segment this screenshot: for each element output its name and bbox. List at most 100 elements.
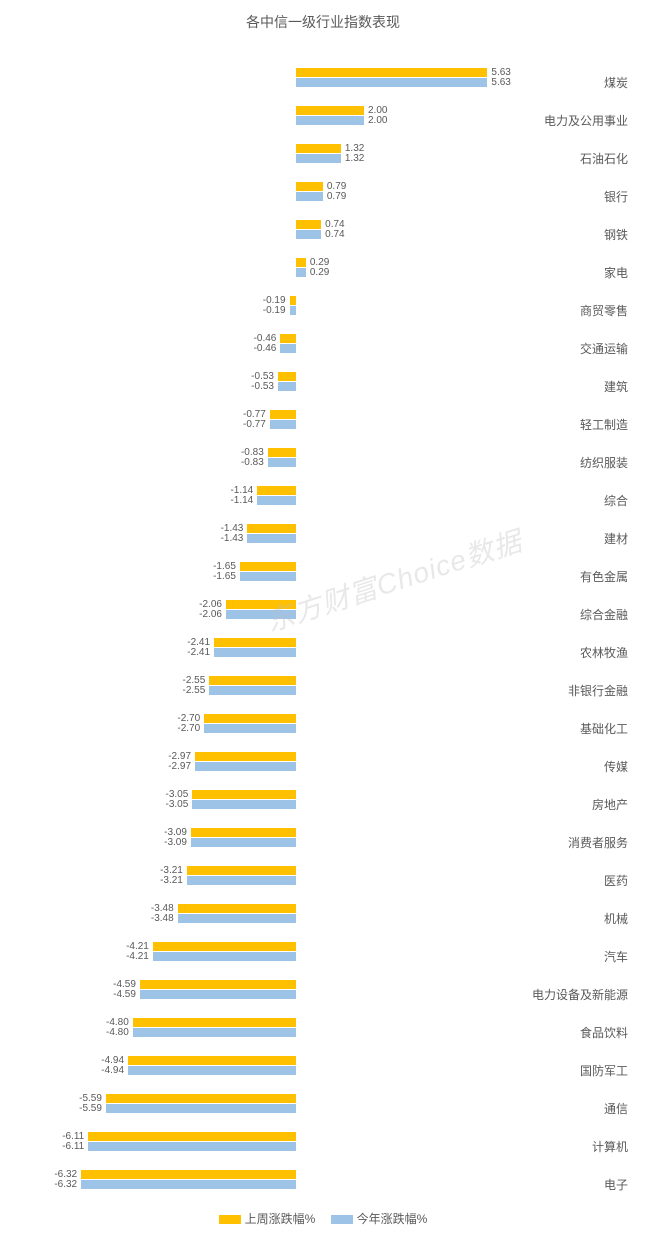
bar-series2 bbox=[296, 154, 341, 163]
bar-series1 bbox=[178, 904, 296, 913]
category-label: 房地产 bbox=[592, 796, 628, 813]
category-label: 电力设备及新能源 bbox=[532, 986, 628, 1003]
bar-series2 bbox=[153, 952, 296, 961]
value-label-series2: -0.83 bbox=[241, 457, 264, 468]
bar-series1 bbox=[140, 980, 296, 989]
bar-series2 bbox=[81, 1180, 296, 1189]
legend-swatch-series2 bbox=[331, 1215, 353, 1224]
bar-series2 bbox=[133, 1028, 296, 1037]
bar-series2 bbox=[226, 610, 296, 619]
category-label: 机械 bbox=[604, 910, 628, 927]
value-label-series2: -4.21 bbox=[126, 951, 149, 962]
bar-series2 bbox=[296, 268, 306, 277]
bar-series2 bbox=[296, 230, 321, 239]
value-label-series2: -2.97 bbox=[168, 761, 191, 772]
bar-series2 bbox=[191, 838, 296, 847]
value-label-series2: 0.29 bbox=[310, 267, 329, 278]
category-label: 银行 bbox=[604, 188, 628, 205]
bar-series2 bbox=[240, 572, 296, 581]
value-label-series2: -0.77 bbox=[243, 419, 266, 430]
bar-series1 bbox=[240, 562, 296, 571]
value-label-series2: -0.19 bbox=[263, 305, 286, 316]
bar-series1 bbox=[209, 676, 296, 685]
bar-series2 bbox=[257, 496, 296, 505]
category-label: 食品饮料 bbox=[580, 1024, 628, 1041]
legend-item-series2: 今年涨跌幅% bbox=[331, 1210, 428, 1227]
bar-series2 bbox=[290, 306, 296, 315]
bar-series1 bbox=[128, 1056, 296, 1065]
value-label-series2: -3.21 bbox=[160, 875, 183, 886]
category-label: 汽车 bbox=[604, 948, 628, 965]
value-label-series2: -4.59 bbox=[113, 989, 136, 1000]
value-label-series2: 0.79 bbox=[327, 191, 346, 202]
value-label-series2: -5.59 bbox=[79, 1103, 102, 1114]
value-label-series2: -4.94 bbox=[101, 1065, 124, 1076]
legend-item-series1: 上周涨跌幅% bbox=[219, 1210, 316, 1227]
bar-series2 bbox=[296, 192, 323, 201]
value-label-series2: -2.55 bbox=[183, 685, 206, 696]
bar-series2 bbox=[204, 724, 296, 733]
bar-series1 bbox=[296, 68, 487, 77]
bar-series2 bbox=[106, 1104, 296, 1113]
bar-series1 bbox=[81, 1170, 296, 1179]
category-label: 有色金属 bbox=[580, 568, 628, 585]
chart-container: 各中信一级行业指数表现 煤炭5.635.63电力及公用事业2.002.00石油石… bbox=[0, 0, 646, 1235]
bar-series1 bbox=[270, 410, 296, 419]
value-label-series2: 5.63 bbox=[491, 77, 510, 88]
category-label: 石油石化 bbox=[580, 150, 628, 167]
bar-series2 bbox=[268, 458, 296, 467]
bar-series2 bbox=[280, 344, 296, 353]
bar-series1 bbox=[247, 524, 296, 533]
category-label: 医药 bbox=[604, 872, 628, 889]
category-label: 纺织服装 bbox=[580, 454, 628, 471]
bar-series1 bbox=[204, 714, 296, 723]
bar-series1 bbox=[187, 866, 296, 875]
bar-series2 bbox=[214, 648, 296, 657]
value-label-series2: -3.48 bbox=[151, 913, 174, 924]
bar-series1 bbox=[268, 448, 296, 457]
category-label: 基础化工 bbox=[580, 720, 628, 737]
value-label-series2: -2.41 bbox=[187, 647, 210, 658]
value-label-series2: -1.43 bbox=[221, 533, 244, 544]
category-label: 商贸零售 bbox=[580, 302, 628, 319]
category-label: 农林牧渔 bbox=[580, 644, 628, 661]
category-label: 通信 bbox=[604, 1100, 628, 1117]
value-label-series2: -0.53 bbox=[251, 381, 274, 392]
bar-series2 bbox=[140, 990, 296, 999]
value-label-series2: -3.05 bbox=[166, 799, 189, 810]
category-label: 电力及公用事业 bbox=[544, 112, 628, 129]
value-label-series2: -2.70 bbox=[177, 723, 200, 734]
chart-title: 各中信一级行业指数表现 bbox=[0, 0, 646, 40]
bar-series1 bbox=[296, 106, 364, 115]
category-label: 轻工制造 bbox=[580, 416, 628, 433]
category-label: 综合 bbox=[604, 492, 628, 509]
bar-series1 bbox=[290, 296, 296, 305]
bar-series1 bbox=[296, 220, 321, 229]
value-label-series2: -0.46 bbox=[254, 343, 277, 354]
legend-label-series1: 上周涨跌幅% bbox=[245, 1212, 316, 1226]
value-label-series2: -1.14 bbox=[230, 495, 253, 506]
bar-series1 bbox=[296, 144, 341, 153]
category-label: 传媒 bbox=[604, 758, 628, 775]
bar-series2 bbox=[278, 382, 296, 391]
legend: 上周涨跌幅% 今年涨跌幅% bbox=[0, 1210, 646, 1227]
plot-area: 煤炭5.635.63电力及公用事业2.002.00石油石化1.321.32银行0… bbox=[0, 40, 646, 1200]
legend-label-series2: 今年涨跌幅% bbox=[357, 1212, 428, 1226]
bar-series2 bbox=[128, 1066, 296, 1075]
category-label: 煤炭 bbox=[604, 74, 628, 91]
value-label-series2: 2.00 bbox=[368, 115, 387, 126]
bar-series2 bbox=[247, 534, 296, 543]
category-label: 消费者服务 bbox=[568, 834, 628, 851]
bar-series1 bbox=[191, 828, 296, 837]
bar-series1 bbox=[153, 942, 296, 951]
value-label-series2: -2.06 bbox=[199, 609, 222, 620]
bar-series1 bbox=[195, 752, 296, 761]
bar-series1 bbox=[296, 258, 306, 267]
bar-series2 bbox=[88, 1142, 296, 1151]
bar-series1 bbox=[88, 1132, 296, 1141]
value-label-series2: 1.32 bbox=[345, 153, 364, 164]
category-label: 电子 bbox=[604, 1176, 628, 1193]
chart-area: 煤炭5.635.63电力及公用事业2.002.00石油石化1.321.32银行0… bbox=[0, 40, 646, 1200]
legend-swatch-series1 bbox=[219, 1215, 241, 1224]
value-label-series2: 0.74 bbox=[325, 229, 344, 240]
